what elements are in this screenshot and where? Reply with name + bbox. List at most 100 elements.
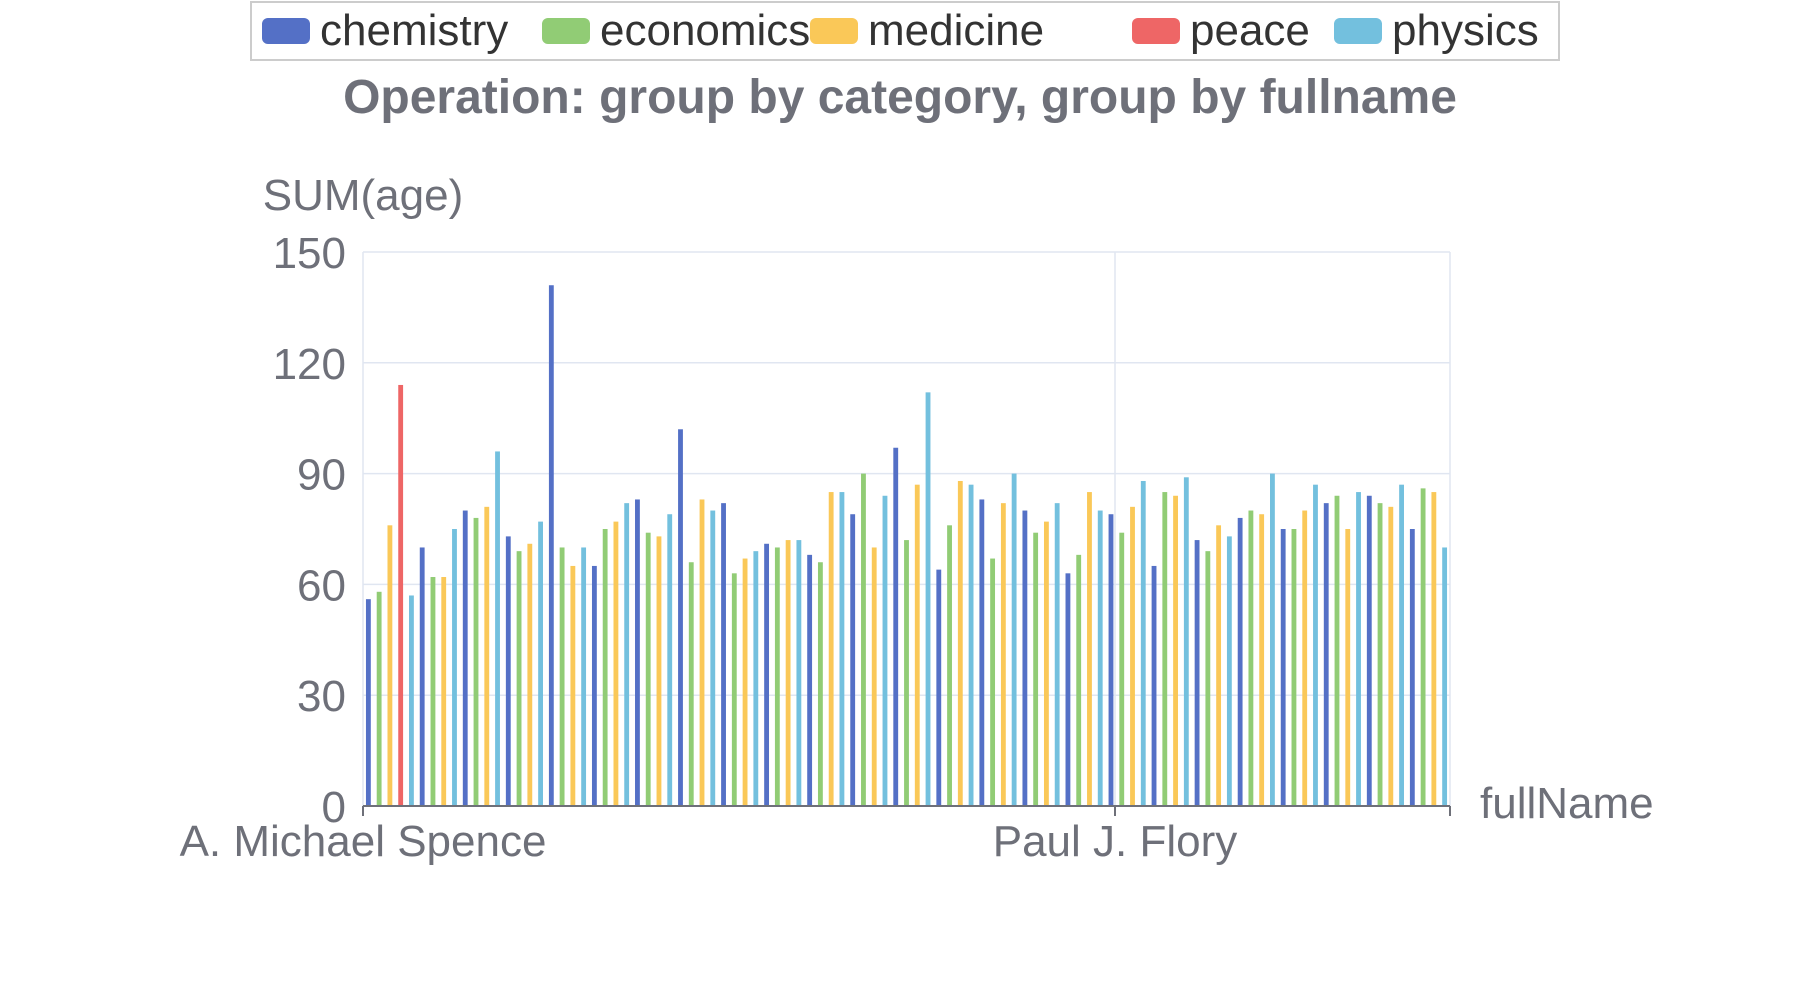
bar-chemistry [1237, 517, 1243, 806]
legend-swatch [1132, 18, 1180, 44]
bar-economics [1076, 554, 1082, 806]
chart-title: Operation: group by category, group by f… [343, 71, 1457, 124]
bar-economics [376, 591, 382, 806]
bar-physics [581, 547, 587, 806]
bar-medicine [699, 499, 705, 806]
bar-physics [538, 521, 544, 806]
bar-physics [1183, 477, 1189, 806]
bar-economics [1377, 503, 1383, 806]
bar-medicine [871, 547, 877, 806]
y-axis-title: SUM(age) [263, 171, 464, 220]
bar-chemistry [505, 536, 511, 806]
bar-medicine [613, 521, 619, 806]
bar-medicine [1345, 529, 1351, 806]
bar-chemistry [850, 514, 856, 806]
bar-medicine [1087, 492, 1092, 806]
bar-economics [516, 551, 522, 806]
legend-label: chemistry [320, 6, 509, 55]
bar-economics [904, 540, 909, 806]
bar-economics [861, 473, 866, 806]
bar-physics [1269, 473, 1275, 806]
bar-physics [624, 503, 630, 806]
bar-economics [430, 577, 436, 806]
bar-economics [602, 529, 608, 806]
bar-medicine [914, 484, 920, 806]
bar-medicine [484, 506, 490, 806]
bar-chemistry [936, 569, 942, 806]
bar-physics [1097, 510, 1103, 806]
bar-chemistry [721, 503, 726, 806]
bar-chemistry [1194, 540, 1200, 806]
bar-medicine [1259, 514, 1265, 806]
bar-physics [409, 595, 414, 806]
bar-economics [947, 525, 952, 806]
bar-physics [667, 514, 673, 806]
y-tick-label: 90 [297, 451, 346, 500]
bar-chemistry [1409, 529, 1415, 806]
chart-legend: chemistry economics medicine peace physics [250, 1, 1560, 61]
bar-economics [688, 562, 694, 806]
x-axis-title: fullName [1480, 779, 1654, 828]
bar-physics [753, 551, 759, 806]
legend-item-peace[interactable]: peace [1132, 3, 1310, 59]
bar-medicine [785, 540, 791, 806]
bar-medicine [1388, 506, 1394, 806]
legend-item-medicine[interactable]: medicine [810, 3, 1044, 59]
bar-physics [968, 484, 974, 806]
bar-medicine [1000, 503, 1006, 806]
bar-physics [796, 540, 802, 806]
bar-economics [559, 547, 565, 806]
legend-item-economics[interactable]: economics [542, 3, 810, 59]
legend-label: medicine [868, 6, 1045, 55]
legend-swatch [262, 18, 310, 44]
bar-chemistry [635, 499, 640, 806]
bar-medicine [1431, 492, 1437, 806]
bar-economics [1162, 492, 1168, 806]
bar-medicine [742, 558, 748, 806]
bar-peace [398, 384, 404, 806]
legend-swatch [810, 18, 858, 44]
bar-economics [1119, 532, 1125, 806]
bar-economics [817, 562, 823, 806]
bar-medicine [1130, 506, 1135, 806]
bar-chemistry [764, 543, 770, 806]
y-tick-label: 30 [297, 672, 346, 721]
bar-economics [774, 547, 780, 806]
bar-physics [1011, 473, 1017, 806]
bar-chemistry [1280, 529, 1286, 806]
bar-chemistry [548, 285, 554, 806]
bar-chemistry [462, 510, 468, 806]
bar-physics [452, 529, 457, 806]
bar-economics [1334, 495, 1340, 806]
bar-physics [1356, 492, 1361, 806]
legend-swatch [1334, 18, 1382, 44]
bar-chemistry [1065, 573, 1071, 806]
legend-label: physics [1392, 6, 1539, 55]
bar-economics [1291, 529, 1297, 806]
bar-physics [1226, 536, 1232, 806]
bar-chemistry [678, 429, 683, 806]
bar-physics [882, 495, 888, 806]
bar-chemistry [979, 499, 985, 806]
bar-economics [990, 558, 996, 806]
y-tick-label: 150 [273, 229, 346, 278]
legend-label: peace [1190, 6, 1310, 55]
bar-physics [1054, 503, 1060, 806]
legend-item-chemistry[interactable]: chemistry [262, 3, 508, 59]
bar-economics [1033, 532, 1039, 806]
bar-medicine [441, 577, 447, 806]
legend-item-physics[interactable]: physics [1334, 3, 1539, 59]
bar-economics [731, 573, 737, 806]
bar-chemistry [1022, 510, 1028, 806]
bar-physics [839, 492, 845, 806]
bar-medicine [828, 492, 834, 806]
bar-chemistry [893, 447, 899, 806]
bar-economics [1205, 551, 1211, 806]
bar-chemistry [1366, 495, 1372, 806]
bar-economics [1420, 488, 1426, 806]
bar-medicine [1216, 525, 1222, 806]
bar-economics [1248, 510, 1254, 806]
bar-economics [645, 532, 651, 806]
bar-physics [495, 451, 500, 806]
bar-medicine [1302, 510, 1308, 806]
